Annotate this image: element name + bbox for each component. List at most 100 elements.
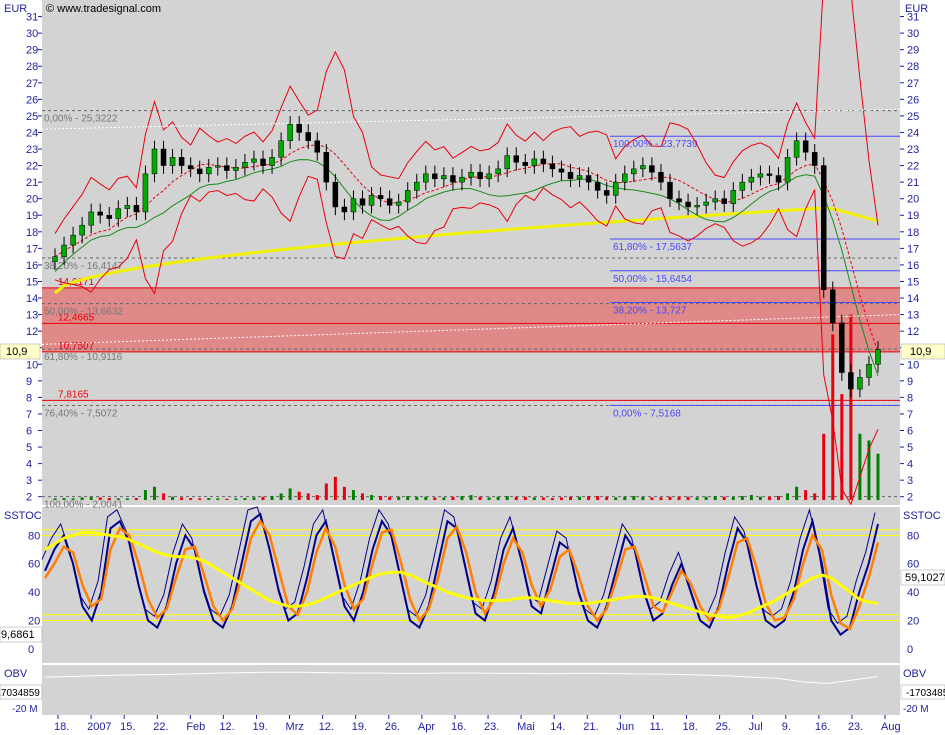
price-tick-right: 5 <box>907 442 913 454</box>
volume-bar <box>53 498 57 501</box>
candle-body <box>540 158 547 165</box>
stoch-slow-line <box>43 518 880 631</box>
fib-right-label: 50,00% - 15,6454 <box>613 274 692 285</box>
candle-body <box>802 140 809 153</box>
price-tick-left: 24 <box>26 127 38 139</box>
trend-line-bottom <box>41 314 901 345</box>
price-tick-left: 14 <box>26 293 38 305</box>
price-tick-left: 18 <box>26 227 38 239</box>
candle-body <box>585 175 592 183</box>
volume-bar <box>288 488 292 501</box>
volume-bar <box>89 496 93 501</box>
volume-bar <box>822 433 826 501</box>
fib-right-label: 0,00% - 7,5168 <box>613 408 681 419</box>
candle-body <box>205 166 212 175</box>
candle-body <box>757 173 764 178</box>
candle-body <box>685 201 691 208</box>
candle-body <box>106 214 113 219</box>
price-level-label: 7,8165 <box>58 389 89 400</box>
price-tick-left: 19 <box>26 210 38 222</box>
price-tick-left: 2 <box>26 492 32 504</box>
price-tick-right: 27 <box>907 78 919 90</box>
candle-body <box>640 165 646 170</box>
x-tick-label: 22. <box>153 721 168 733</box>
volume-bar <box>261 496 265 501</box>
volume-bar <box>867 440 871 501</box>
price-tick-right: 28 <box>907 61 919 73</box>
x-tick-label: 14. <box>550 721 565 733</box>
volume-bar <box>713 496 717 501</box>
price-tick-left: 16 <box>26 260 38 272</box>
obv-tag-left-bg <box>0 684 43 700</box>
stoch-fast-line <box>44 512 879 637</box>
fib-left-label: 100,00% - 2,0041 <box>44 500 123 511</box>
candle-body <box>242 162 248 168</box>
x-tick-label: Jun <box>616 721 634 733</box>
price-panel <box>42 0 900 505</box>
candle-body <box>830 289 836 324</box>
candle-body <box>739 181 746 191</box>
candle-body <box>233 166 239 171</box>
volume-bar <box>243 498 247 501</box>
candle-body <box>251 158 257 163</box>
candle-body <box>594 181 601 191</box>
candle-body <box>79 224 85 236</box>
candle-body <box>603 190 610 196</box>
candle-body <box>287 123 293 141</box>
volume-bar <box>578 496 582 501</box>
candle-body <box>721 198 728 204</box>
x-tick-label: Feb <box>186 721 205 733</box>
volume-bar <box>496 496 500 501</box>
volume-bar <box>695 497 699 501</box>
stoch-tick-right: 40 <box>907 587 919 599</box>
fib-left-label: 61,80% - 10,9116 <box>44 352 123 363</box>
candle-body <box>115 208 122 219</box>
obv-title-right: OBV <box>903 668 927 680</box>
x-tick-label: 18. <box>683 721 698 733</box>
volume-bar <box>388 496 392 501</box>
price-tick-left: 28 <box>26 61 38 73</box>
price-tick-left: 17 <box>26 243 38 255</box>
bollinger-lower <box>54 175 879 506</box>
stoch-tick-right: 0 <box>907 644 913 656</box>
price-level-label: 10,7507 <box>58 341 95 352</box>
price-tick-left: 21 <box>26 177 38 189</box>
bollinger-upper <box>54 0 879 234</box>
price-tick-right: 31 <box>907 12 919 24</box>
volume-bar <box>722 496 726 501</box>
candle-body <box>160 148 167 166</box>
candle-body <box>314 140 321 153</box>
stoch-tag-left-bg <box>0 626 43 643</box>
candle-body <box>712 198 718 203</box>
candle-body <box>432 173 438 180</box>
candle-body <box>368 195 375 206</box>
candle-body <box>269 157 275 166</box>
volume-bar <box>342 486 346 501</box>
candle-body <box>260 158 266 166</box>
volume-bar <box>333 476 337 501</box>
trend-line-top <box>41 108 901 130</box>
price-tick-left: 27 <box>26 78 38 90</box>
stoch-title-right: SSTOC <box>903 510 941 522</box>
candle-body <box>441 175 447 180</box>
volume-bar <box>80 497 84 501</box>
candle-body <box>97 211 103 216</box>
candle-body <box>305 132 311 141</box>
x-tick-label: Apr <box>418 721 435 733</box>
candle-body <box>567 171 574 180</box>
candle-body <box>323 152 330 183</box>
ma200-line <box>54 206 879 295</box>
x-tick-label: 12. <box>219 721 234 733</box>
volume-bar <box>731 496 735 501</box>
price-tick-right: 25 <box>907 111 919 123</box>
candle-body <box>612 181 619 196</box>
stoch-layer <box>41 506 900 637</box>
volume-bar <box>351 490 355 501</box>
volume-bar <box>306 493 310 501</box>
price-tick-right: 6 <box>907 425 913 437</box>
candle-body <box>703 201 709 206</box>
price-tick-left: 23 <box>26 144 38 156</box>
volume-bar <box>424 496 428 501</box>
volume-bar <box>189 498 193 501</box>
candle-body <box>622 173 628 183</box>
